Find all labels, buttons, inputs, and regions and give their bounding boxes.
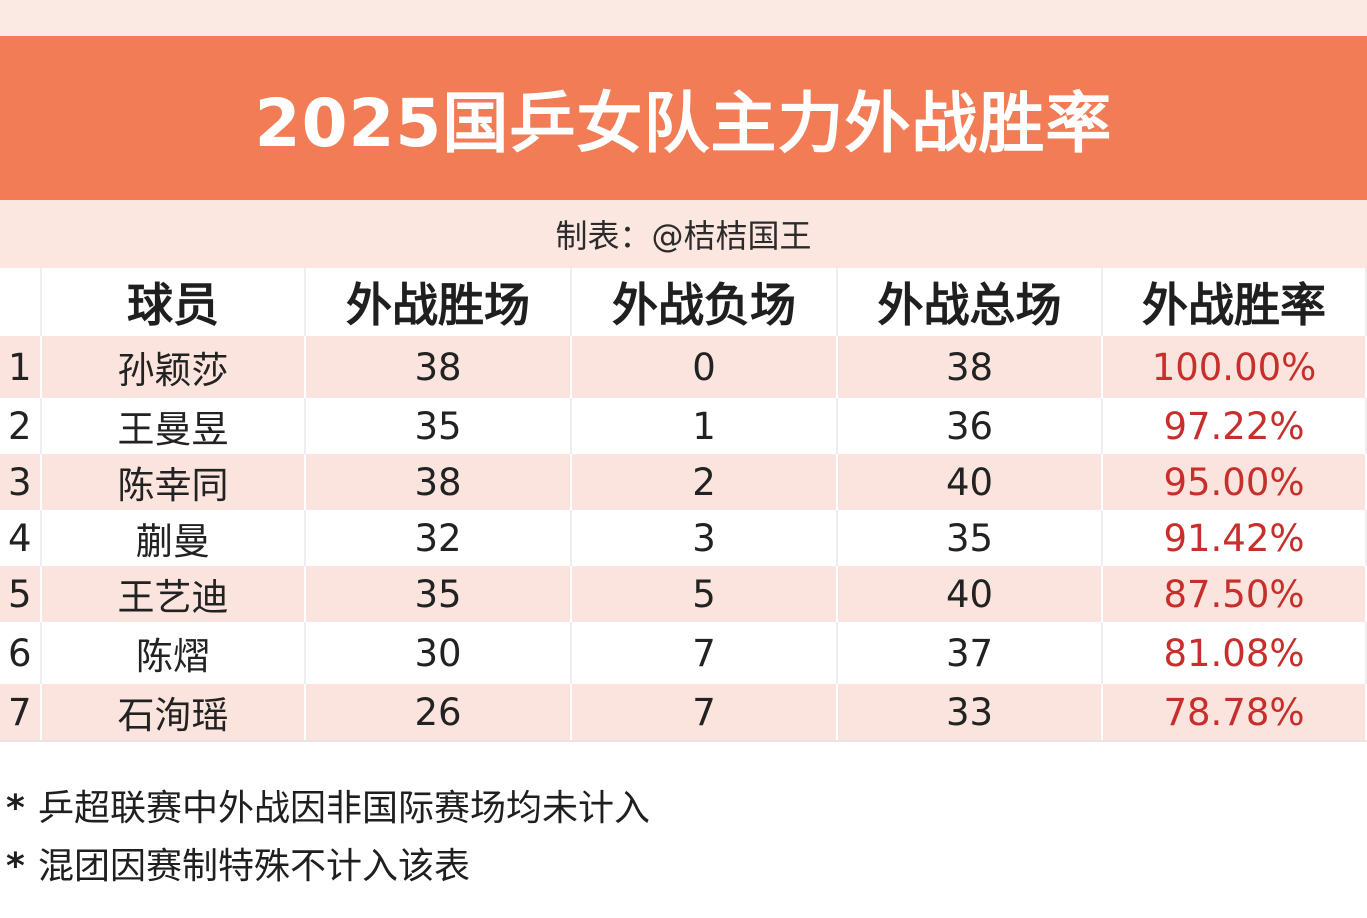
table-row: 1 孙颖莎 38 0 38 100.00% — [0, 336, 1367, 398]
page-title: 2025国乒女队主力外战胜率 — [254, 85, 1113, 162]
cell-player: 陈熠 — [42, 622, 306, 684]
cell-total: 36 — [838, 398, 1103, 454]
footnote-text: 乒超联赛中外战因非国际赛场均未计入 — [38, 788, 651, 829]
footnote-text: 混团因赛制特殊不计入该表 — [38, 846, 471, 887]
cell-player: 王艺迪 — [42, 566, 306, 622]
cell-wins: 35 — [306, 566, 572, 622]
cell-win-rate: 100.00% — [1103, 336, 1367, 398]
cell-wins: 38 — [306, 454, 572, 510]
table-row: 6 陈熠 30 7 37 81.08% — [0, 622, 1367, 684]
table-row: 4 蒯曼 32 3 35 91.42% — [0, 510, 1367, 566]
cell-index: 7 — [0, 684, 42, 740]
cell-wins: 38 — [306, 336, 572, 398]
cell-losses: 7 — [572, 684, 838, 740]
table-row: 3 陈幸同 38 2 40 95.00% — [0, 454, 1367, 510]
table-row: 5 王艺迪 35 5 40 87.50% — [0, 566, 1367, 622]
cell-wins: 30 — [306, 622, 572, 684]
cell-total: 40 — [838, 454, 1103, 510]
table-bottom-rule — [0, 740, 1367, 742]
column-header-player: 球员 — [42, 268, 306, 336]
column-header-total: 外战总场 — [838, 268, 1103, 336]
cell-losses: 1 — [572, 398, 838, 454]
footnote-2: * 混团因赛制特殊不计入该表 — [6, 838, 650, 896]
cell-index: 2 — [0, 398, 42, 454]
cell-total: 40 — [838, 566, 1103, 622]
table-header-row: 球员 外战胜场 外战负场 外战总场 外战胜率 — [0, 268, 1367, 336]
cell-total: 35 — [838, 510, 1103, 566]
footnotes: * 乒超联赛中外战因非国际赛场均未计入 * 混团因赛制特殊不计入该表 — [6, 780, 650, 896]
cell-player: 石洵瑶 — [42, 684, 306, 740]
footnote-marker: * — [6, 788, 25, 829]
cell-losses: 3 — [572, 510, 838, 566]
cell-win-rate: 81.08% — [1103, 622, 1367, 684]
cell-index: 6 — [0, 622, 42, 684]
cell-wins: 35 — [306, 398, 572, 454]
column-header-losses: 外战负场 — [572, 268, 838, 336]
cell-index: 4 — [0, 510, 42, 566]
cell-win-rate: 95.00% — [1103, 454, 1367, 510]
footnote-1: * 乒超联赛中外战因非国际赛场均未计入 — [6, 780, 650, 838]
cell-index: 1 — [0, 336, 42, 398]
top-strip — [0, 0, 1367, 36]
cell-total: 38 — [838, 336, 1103, 398]
cell-index: 3 — [0, 454, 42, 510]
table-row: 2 王曼昱 35 1 36 97.22% — [0, 398, 1367, 454]
cell-losses: 0 — [572, 336, 838, 398]
cell-player: 王曼昱 — [42, 398, 306, 454]
cell-player: 孙颖莎 — [42, 336, 306, 398]
cell-win-rate: 78.78% — [1103, 684, 1367, 740]
cell-total: 33 — [838, 684, 1103, 740]
column-header-index — [0, 268, 42, 336]
cell-win-rate: 97.22% — [1103, 398, 1367, 454]
table-row: 7 石洵瑶 26 7 33 78.78% — [0, 684, 1367, 740]
credit-banner: 制表：@桔桔国王 — [0, 200, 1367, 268]
cell-losses: 7 — [572, 622, 838, 684]
cell-wins: 26 — [306, 684, 572, 740]
cell-losses: 5 — [572, 566, 838, 622]
cell-losses: 2 — [572, 454, 838, 510]
cell-player: 陈幸同 — [42, 454, 306, 510]
cell-win-rate: 87.50% — [1103, 566, 1367, 622]
column-header-win-rate: 外战胜率 — [1103, 268, 1367, 336]
title-banner: 2025国乒女队主力外战胜率 — [0, 36, 1367, 200]
column-header-wins: 外战胜场 — [306, 268, 572, 336]
credit-text: 制表：@桔桔国王 — [555, 217, 812, 255]
cell-total: 37 — [838, 622, 1103, 684]
cell-player: 蒯曼 — [42, 510, 306, 566]
cell-win-rate: 91.42% — [1103, 510, 1367, 566]
cell-index: 5 — [0, 566, 42, 622]
cell-wins: 32 — [306, 510, 572, 566]
footnote-marker: * — [6, 846, 25, 887]
